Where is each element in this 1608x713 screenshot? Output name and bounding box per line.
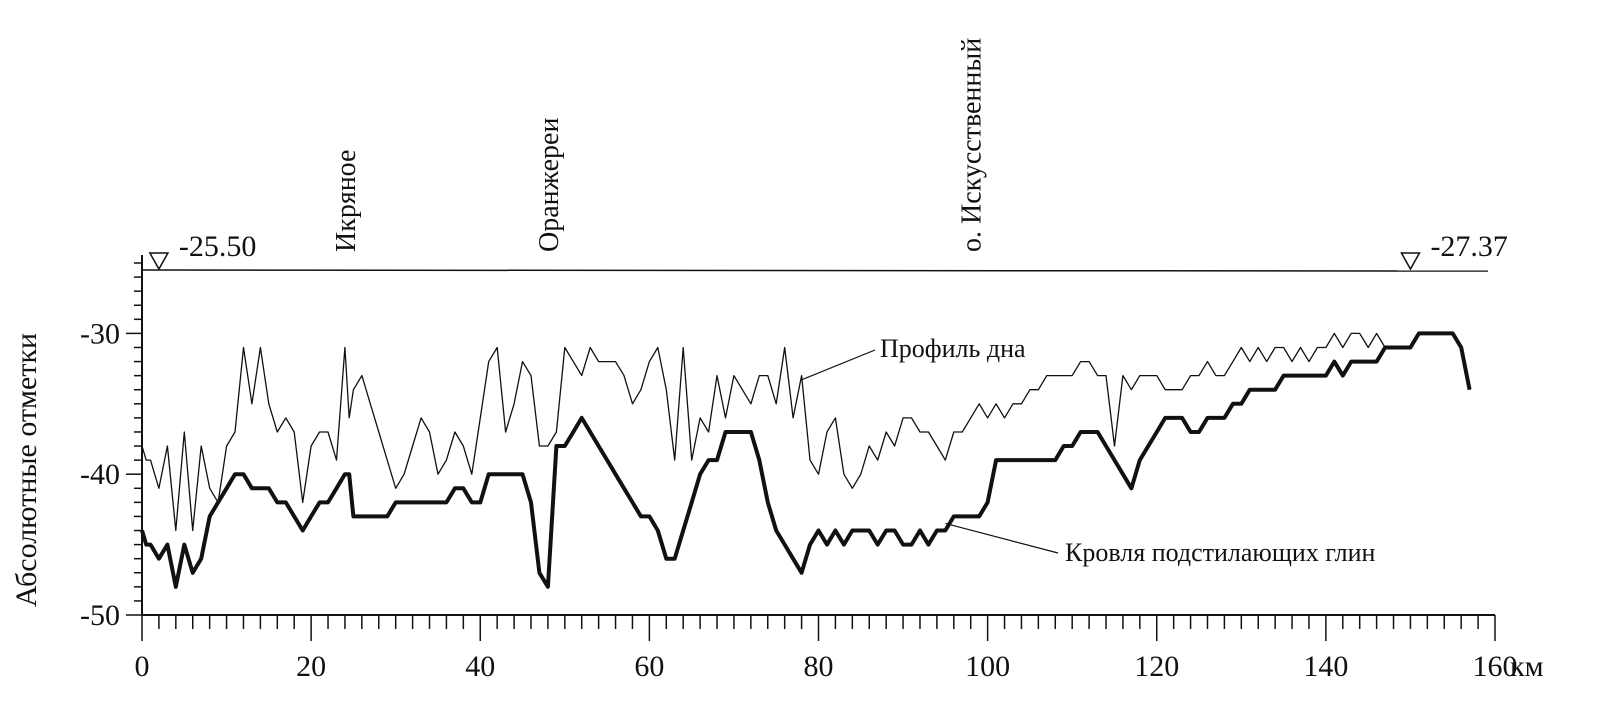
y-tick-label: -40 [80,458,120,491]
x-tick-label: 100 [965,650,1010,683]
x-tick-label: 20 [296,650,326,683]
series-line-clay [140,331,1472,589]
y-tick-label: -50 [80,599,120,632]
x-tick-label: 120 [1134,650,1179,683]
water-level-label: -25.50 [179,230,257,263]
place-label: Оранжереи [534,118,565,252]
y-axis-label: Абсолютные отметки [10,333,43,607]
annotation-leader [945,522,1059,554]
x-tick-label: 80 [804,650,834,683]
y-tick-label: -30 [80,317,120,350]
x-tick-label: 60 [634,650,664,683]
annotation-label: Профиль дна [880,334,1026,363]
annotation-label: Кровля подстилающих глин [1065,538,1376,567]
water-level-line: -25.50 -27.37 [141,230,1508,272]
water-level-marker [1400,252,1421,271]
series-line-profile [141,332,1471,532]
annotation-leader [801,349,876,381]
x-tick-label: 40 [465,650,495,683]
series-group [140,331,1472,589]
labels-group: Икряное Оранжереи о. Искусственный Профиль … [331,38,1376,567]
x-tick-label: 140 [1303,650,1348,683]
x-tick-label: 160 [1473,650,1518,683]
x-unit-label: км [1510,650,1544,683]
x-tick-label: 0 [135,650,150,683]
water-level-marker [148,252,170,271]
water-level-label: -27.37 [1430,230,1508,263]
place-label: Икряное [331,150,362,252]
water-level-line [141,269,1489,272]
place-label: о. Искусственный [957,38,988,252]
